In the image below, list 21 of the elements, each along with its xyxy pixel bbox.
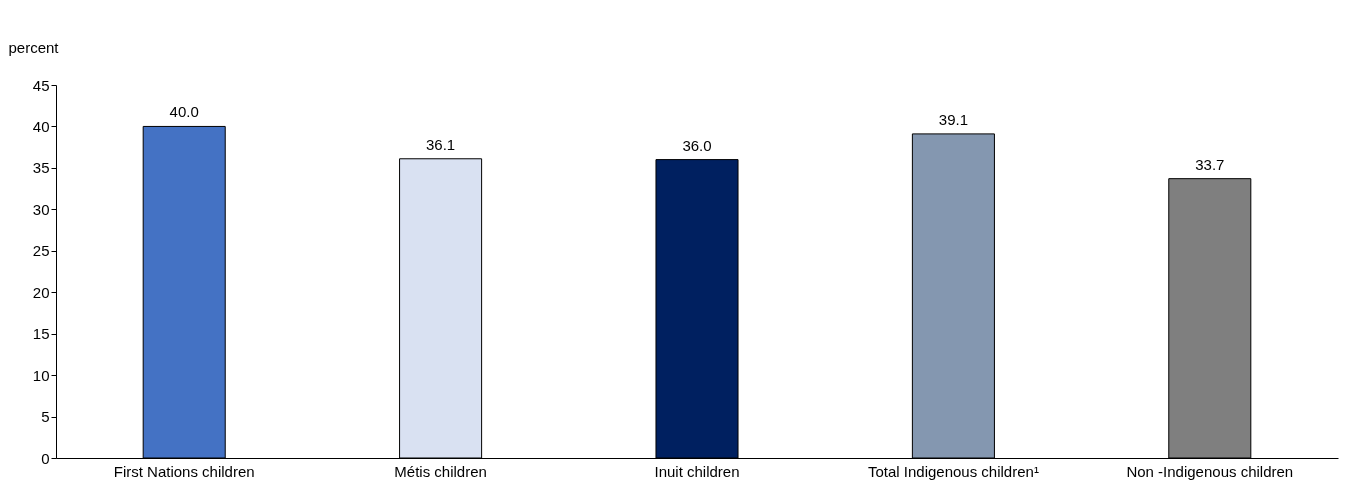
y-tick-label: 35 xyxy=(32,159,50,177)
y-tick-label: 15 xyxy=(32,325,50,343)
data-label: 36.0 xyxy=(682,136,712,154)
y-tick-label: 30 xyxy=(32,200,50,218)
data-label: 40.0 xyxy=(169,103,199,121)
x-tick-label: Total Indigenous children¹ xyxy=(867,462,1039,480)
y-tick-label: 5 xyxy=(41,408,50,426)
y-tick-label: 0 xyxy=(41,449,50,467)
x-tick-label: Inuit children xyxy=(654,462,740,480)
y-tick-label: 20 xyxy=(32,283,50,301)
y-tick-label: 45 xyxy=(32,76,50,94)
data-label: 33.7 xyxy=(1195,155,1225,173)
y-axis-title: percent xyxy=(8,38,60,56)
x-tick-label: Métis children xyxy=(394,462,487,480)
y-tick-label: 40 xyxy=(32,117,50,135)
x-tick-label: Non -Indigenous children xyxy=(1126,462,1294,480)
y-tick-label: 25 xyxy=(32,242,50,260)
y-tick-label: 10 xyxy=(32,366,50,384)
x-tick-label: First Nations children xyxy=(113,462,255,480)
data-label: 39.1 xyxy=(938,110,968,128)
data-label: 36.1 xyxy=(426,135,456,153)
